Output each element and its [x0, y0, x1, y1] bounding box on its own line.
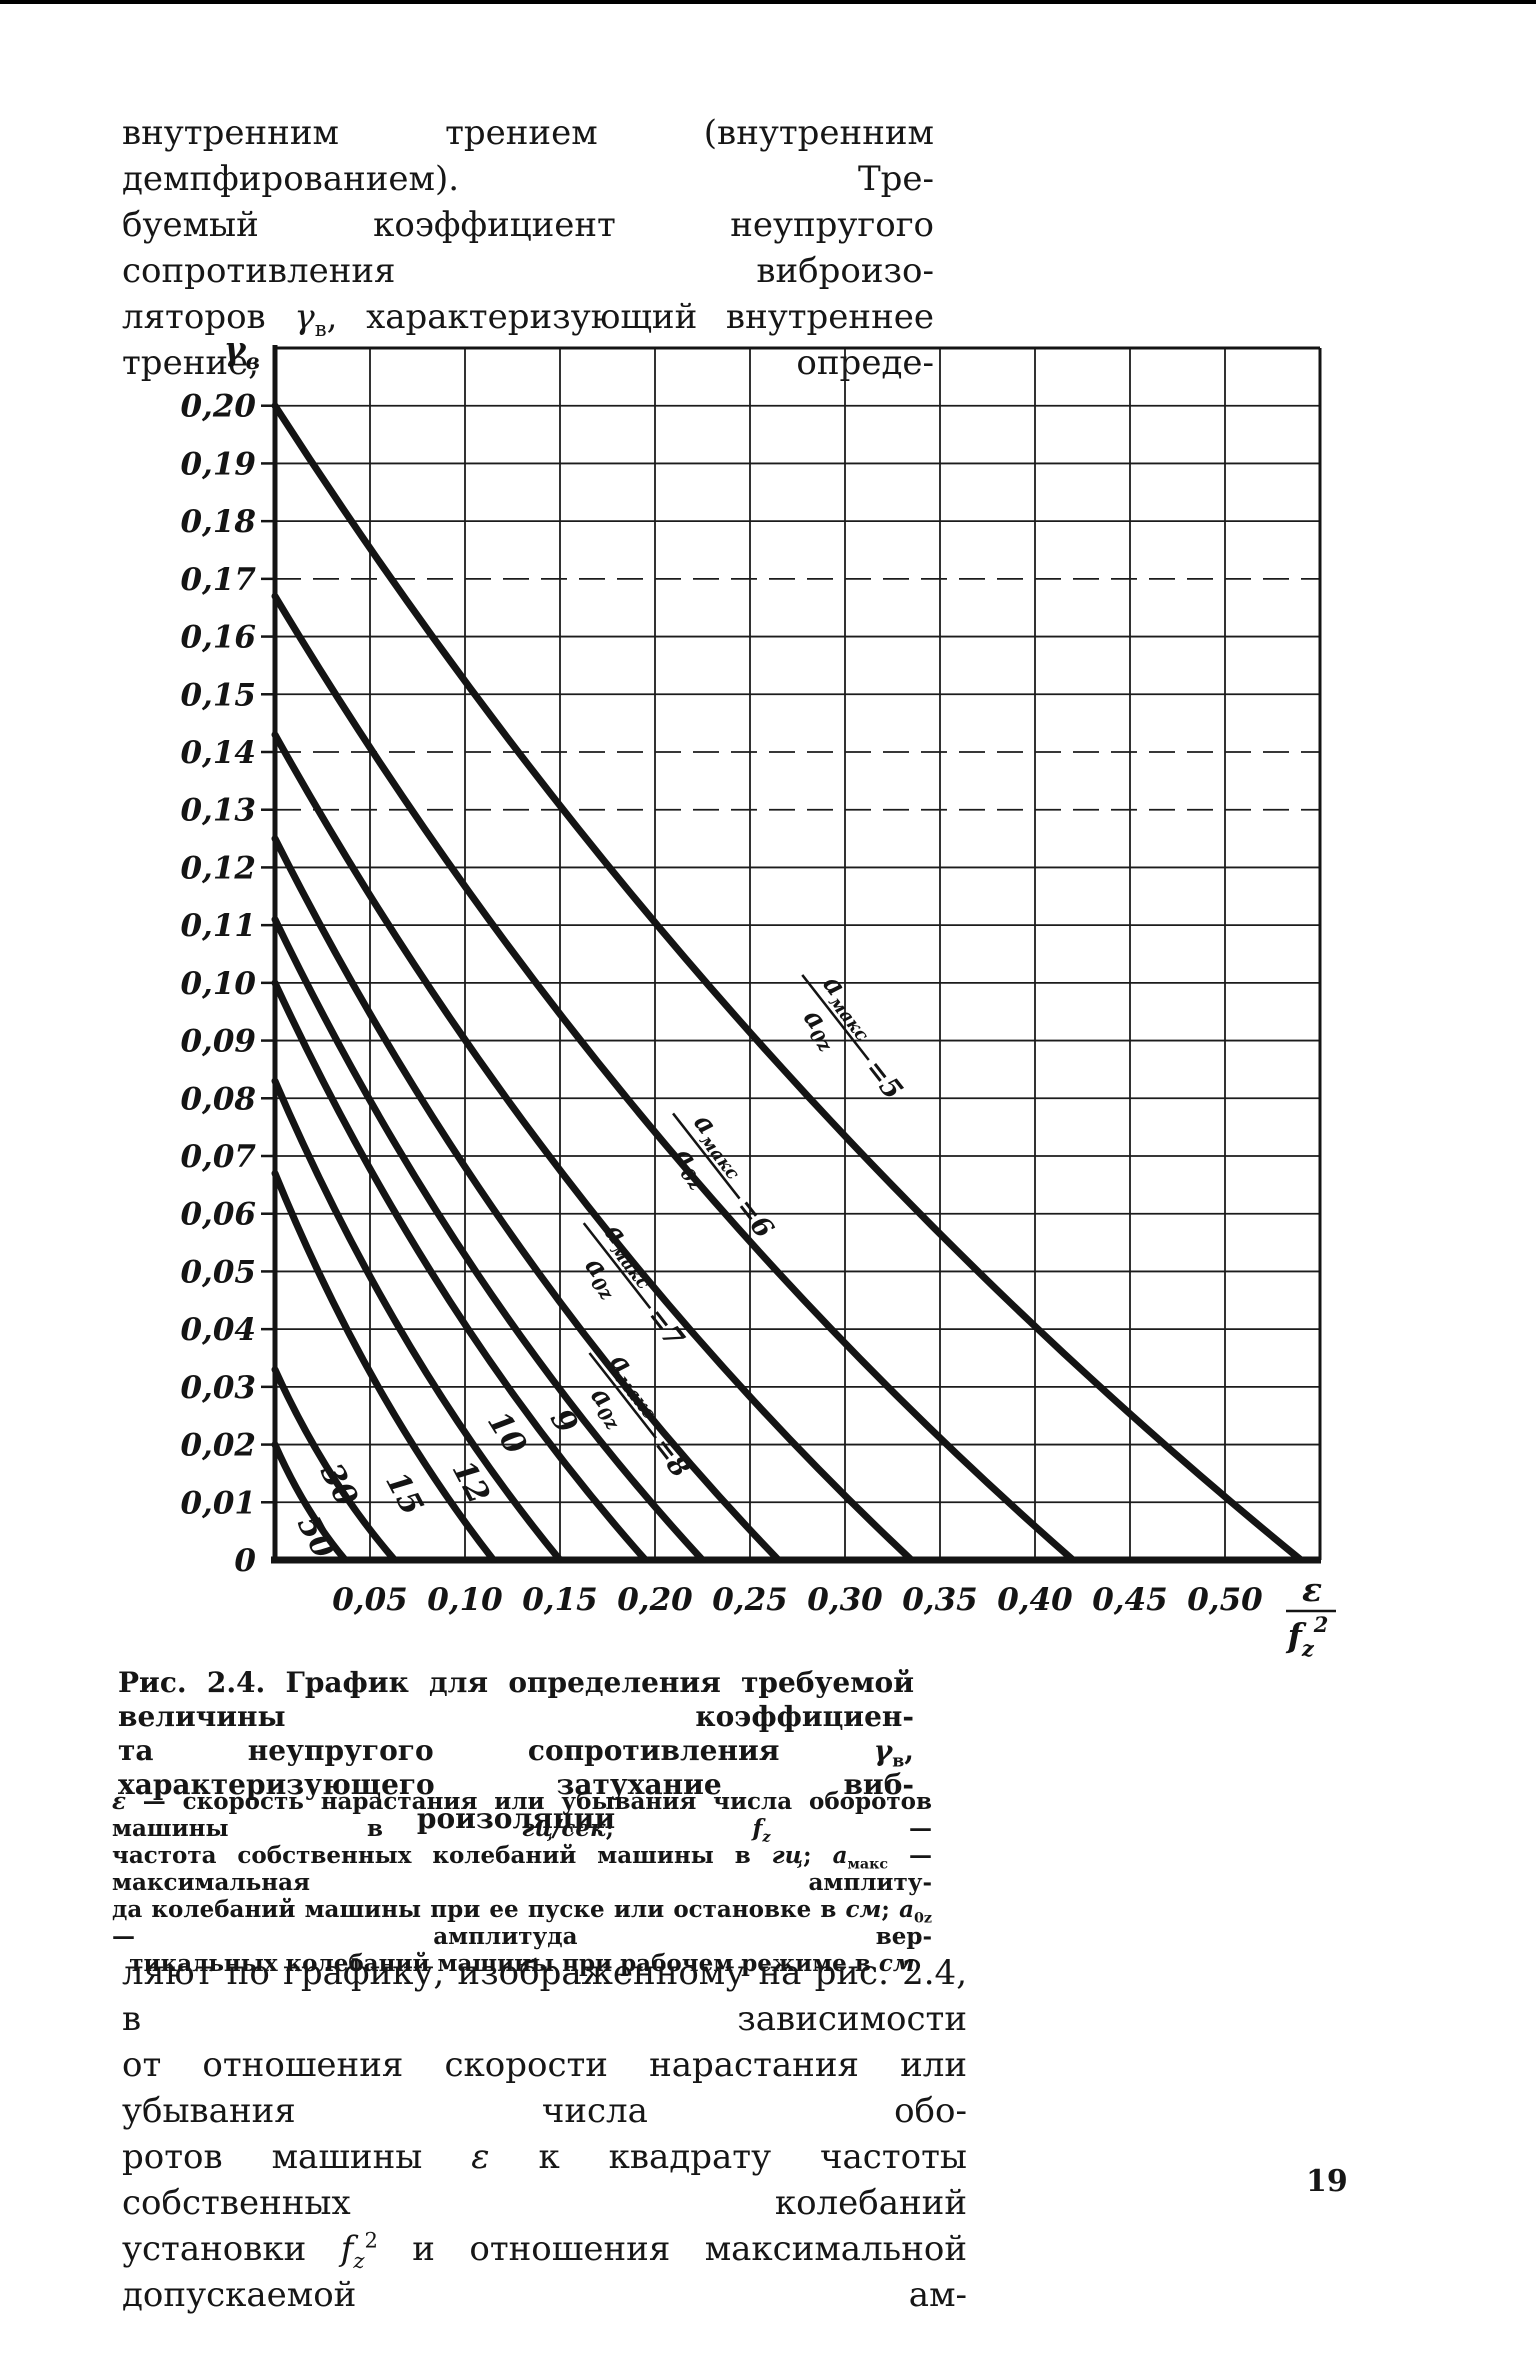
- x-tick-label: 0,10: [427, 1582, 503, 1618]
- text-line: внутренним трением (внутренним демпфиров…: [122, 113, 934, 199]
- y-tick-label: 0,18: [180, 504, 256, 540]
- curve-ratio-8: [271, 835, 782, 1564]
- x-tick-label: 0,35: [902, 1582, 978, 1618]
- y-tick-label: 0,11: [180, 908, 256, 944]
- y-tick-label: 0,03: [180, 1370, 256, 1406]
- curve-ratio-6: [271, 592, 1077, 1564]
- y-tick-label: 0,16: [180, 620, 256, 656]
- text-line: тикальных колебаний машины при рабочем р…: [129, 1950, 915, 1977]
- x-tick-label: 0,20: [617, 1582, 693, 1618]
- y-tick-label: 0,01: [180, 1485, 256, 1521]
- x-axis-title-denominator: fz2: [1286, 1612, 1329, 1661]
- figure-legend: ε — скорость нарастания или убывания чис…: [112, 1788, 932, 1977]
- origin-label: 0: [234, 1543, 256, 1579]
- y-tick-label: 0,20: [180, 389, 256, 425]
- curve-label-number: 50: [290, 1509, 342, 1564]
- x-tick-label: 0,45: [1092, 1582, 1168, 1618]
- scan-edge-line: [0, 0, 1536, 4]
- text-line: ε — скорость нарастания или убывания чис…: [112, 1788, 933, 1846]
- text-line: да колебаний машины при ее пуске или ост…: [112, 1896, 933, 1950]
- y-tick-label: 0,12: [180, 850, 256, 886]
- page-number: 19: [1306, 2164, 1348, 2199]
- curve-label-bar: [801, 974, 870, 1061]
- text-line: ляют по графику, изображенному на рис. 2…: [122, 1953, 967, 2039]
- figure-caption: Рис. 2.4. График для определения требуем…: [118, 1666, 914, 1836]
- y-tick-label: 0,13: [180, 793, 256, 829]
- curve-label-value: 15: [378, 1466, 430, 1521]
- text-line: ляторов γв, характеризующий внутреннее т…: [122, 297, 934, 383]
- text-line: ротов машины ε к квадрату частоты собств…: [122, 2137, 967, 2223]
- x-axis-title-numerator: ε: [1302, 1570, 1322, 1609]
- curve-label-bar: [588, 1352, 657, 1439]
- text-line: роизоляции: [416, 1802, 616, 1835]
- y-tick-label: 0,10: [180, 966, 256, 1002]
- curve-label-value: 30: [313, 1457, 365, 1512]
- curve-ratio-15: [271, 1169, 497, 1564]
- curve-ratio-12: [271, 1077, 564, 1564]
- y-tick-label: 0,06: [180, 1197, 256, 1233]
- paragraph-bottom: ляют по графику, изображенному на рис. 2…: [122, 1950, 967, 2318]
- curve-label-eq: =6: [729, 1192, 779, 1244]
- y-tick-label: 0,14: [180, 735, 256, 771]
- y-tick-label: 0,04: [180, 1312, 256, 1348]
- x-tick-label: 0,30: [807, 1582, 883, 1618]
- curve-ratio-50: [271, 1441, 349, 1564]
- curve-label-bar: [672, 1112, 741, 1200]
- curve-ratio-7: [271, 731, 915, 1564]
- text-line: от отношения скорости нарастания или убы…: [122, 2045, 967, 2131]
- figure-chart: 0,01 0,02 0,03 0,04 0,05 0,06 0,07 0,08 0,09 0,10…: [180, 329, 1336, 1661]
- curve-label-number: 15: [378, 1466, 430, 1521]
- y-tick-label: 0,08: [180, 1081, 256, 1117]
- x-tick-label: 0,05: [332, 1582, 408, 1618]
- y-tick-label: 0,02: [180, 1428, 256, 1464]
- x-tick-label: 0,25: [712, 1582, 788, 1618]
- text-line: установки fz2 и отношения максимальной д…: [122, 2227, 967, 2315]
- curve-ratio-9: [271, 915, 706, 1564]
- curve-ratio-5: [271, 402, 1305, 1564]
- curve-label-bar: [582, 1222, 652, 1309]
- text-line: буемый коэффициент неупругого сопротивле…: [122, 205, 934, 291]
- y-tick-label: 0,15: [180, 677, 256, 713]
- curve-label-value: 50: [290, 1509, 342, 1564]
- y-tick-label: 0,09: [180, 1024, 256, 1060]
- text-line: Рис. 2.4. График для определения требуем…: [118, 1666, 914, 1733]
- curve-ratio-30: [271, 1366, 399, 1564]
- curve-ratio-10: [271, 979, 649, 1564]
- curve-label-eq: =8: [646, 1432, 696, 1484]
- y-tick-label: 0,07: [180, 1139, 256, 1175]
- x-tick-label: 0,50: [1187, 1582, 1263, 1618]
- x-tick-label: 0,15: [522, 1582, 598, 1618]
- text-line: частота собственных колебаний машины в г…: [112, 1842, 933, 1896]
- y-tick-label: 0,05: [180, 1254, 256, 1290]
- y-axis-title: γв: [224, 329, 260, 375]
- curve-label-number: 30: [313, 1457, 365, 1512]
- y-tick-label: 0,19: [180, 446, 256, 482]
- y-tick-label: 0,17: [180, 562, 256, 598]
- x-tick-label: 0,40: [997, 1582, 1073, 1618]
- text-line: та неупругого сопротивления γв, характер…: [118, 1734, 914, 1801]
- curve-label-eq: =7: [640, 1302, 690, 1354]
- paragraph-top: внутренним трением (внутренним демпфиров…: [122, 110, 934, 386]
